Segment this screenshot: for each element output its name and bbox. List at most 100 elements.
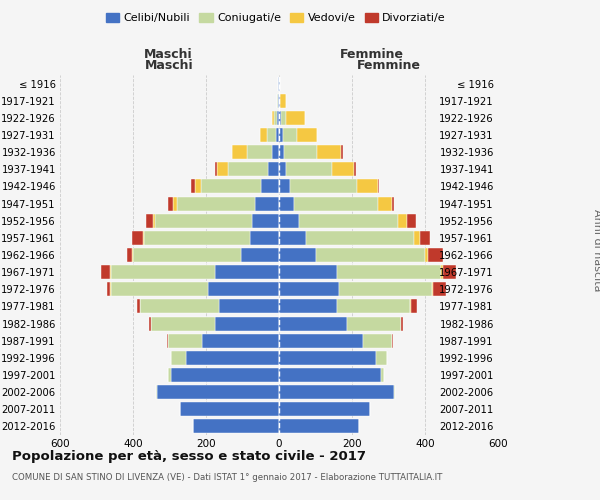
Bar bbox=[241, 248, 279, 262]
Bar bbox=[279, 76, 280, 90]
Bar bbox=[354, 162, 356, 176]
Bar bbox=[432, 282, 433, 296]
Bar bbox=[177, 196, 255, 210]
Bar bbox=[143, 231, 144, 245]
Bar bbox=[280, 94, 286, 108]
Bar bbox=[279, 214, 299, 228]
Legend: Celibi/Nubili, Coniugati/e, Vedovi/e, Divorziati/e: Celibi/Nubili, Coniugati/e, Vedovi/e, Di… bbox=[104, 10, 448, 26]
Bar bbox=[392, 196, 394, 210]
Bar bbox=[279, 368, 381, 382]
Bar bbox=[443, 265, 456, 279]
Bar bbox=[132, 248, 133, 262]
Bar bbox=[110, 265, 111, 279]
Bar bbox=[191, 180, 195, 194]
Bar bbox=[283, 128, 297, 142]
Text: Maschi: Maschi bbox=[143, 48, 193, 61]
Bar bbox=[428, 248, 443, 262]
Bar bbox=[172, 368, 279, 382]
Bar bbox=[341, 145, 343, 159]
Bar bbox=[149, 316, 151, 330]
Bar bbox=[255, 196, 279, 210]
Bar bbox=[376, 351, 386, 365]
Bar bbox=[337, 265, 442, 279]
Bar bbox=[290, 180, 358, 194]
Bar bbox=[144, 231, 250, 245]
Bar bbox=[279, 351, 376, 365]
Bar bbox=[414, 231, 419, 245]
Bar bbox=[277, 94, 278, 108]
Bar bbox=[317, 145, 341, 159]
Bar bbox=[419, 231, 430, 245]
Bar bbox=[279, 248, 316, 262]
Bar bbox=[277, 111, 279, 125]
Bar bbox=[250, 231, 279, 245]
Bar bbox=[411, 300, 416, 314]
Bar bbox=[247, 145, 272, 159]
Bar bbox=[146, 214, 153, 228]
Bar bbox=[111, 282, 208, 296]
Bar bbox=[232, 145, 247, 159]
Bar bbox=[228, 162, 268, 176]
Bar bbox=[398, 214, 407, 228]
Bar bbox=[133, 248, 241, 262]
Text: Femmine: Femmine bbox=[356, 58, 421, 71]
Text: Anni di nascita: Anni di nascita bbox=[592, 209, 600, 291]
Bar bbox=[186, 351, 279, 365]
Bar bbox=[297, 128, 317, 142]
Bar bbox=[332, 162, 354, 176]
Bar bbox=[279, 180, 290, 194]
Bar bbox=[316, 248, 425, 262]
Bar bbox=[293, 196, 377, 210]
Bar bbox=[279, 196, 293, 210]
Bar bbox=[156, 385, 157, 399]
Bar bbox=[279, 300, 337, 314]
Bar bbox=[358, 180, 377, 194]
Text: Maschi: Maschi bbox=[145, 58, 194, 71]
Bar bbox=[170, 351, 172, 365]
Bar bbox=[167, 334, 202, 347]
Bar bbox=[377, 196, 392, 210]
Bar bbox=[202, 334, 279, 347]
Bar bbox=[127, 248, 132, 262]
Bar bbox=[407, 214, 416, 228]
Bar bbox=[219, 300, 279, 314]
Bar bbox=[394, 385, 395, 399]
Bar bbox=[442, 265, 443, 279]
Bar bbox=[386, 351, 388, 365]
Bar bbox=[193, 420, 279, 434]
Text: Popolazione per età, sesso e stato civile - 2017: Popolazione per età, sesso e stato civil… bbox=[12, 450, 366, 463]
Bar bbox=[215, 316, 279, 330]
Bar bbox=[173, 196, 177, 210]
Bar bbox=[279, 316, 347, 330]
Bar bbox=[401, 316, 403, 330]
Bar bbox=[251, 214, 279, 228]
Bar bbox=[272, 145, 279, 159]
Bar bbox=[347, 316, 401, 330]
Bar bbox=[279, 231, 307, 245]
Bar bbox=[279, 265, 337, 279]
Bar bbox=[279, 334, 363, 347]
Bar bbox=[261, 180, 279, 194]
Bar bbox=[137, 300, 140, 314]
Bar bbox=[339, 282, 433, 296]
Bar bbox=[267, 128, 276, 142]
Bar bbox=[155, 214, 251, 228]
Bar bbox=[157, 385, 279, 399]
Bar bbox=[410, 300, 411, 314]
Bar bbox=[167, 196, 173, 210]
Text: Femmine: Femmine bbox=[340, 48, 404, 61]
Bar bbox=[281, 111, 286, 125]
Bar bbox=[181, 402, 279, 416]
Bar bbox=[286, 162, 332, 176]
Bar bbox=[276, 128, 279, 142]
Bar bbox=[200, 180, 261, 194]
Bar bbox=[284, 145, 317, 159]
Bar bbox=[110, 282, 111, 296]
Bar bbox=[279, 111, 281, 125]
Bar bbox=[425, 248, 428, 262]
Bar bbox=[167, 368, 172, 382]
Bar bbox=[279, 402, 370, 416]
Bar bbox=[279, 145, 284, 159]
Bar bbox=[268, 162, 279, 176]
Bar bbox=[140, 300, 219, 314]
